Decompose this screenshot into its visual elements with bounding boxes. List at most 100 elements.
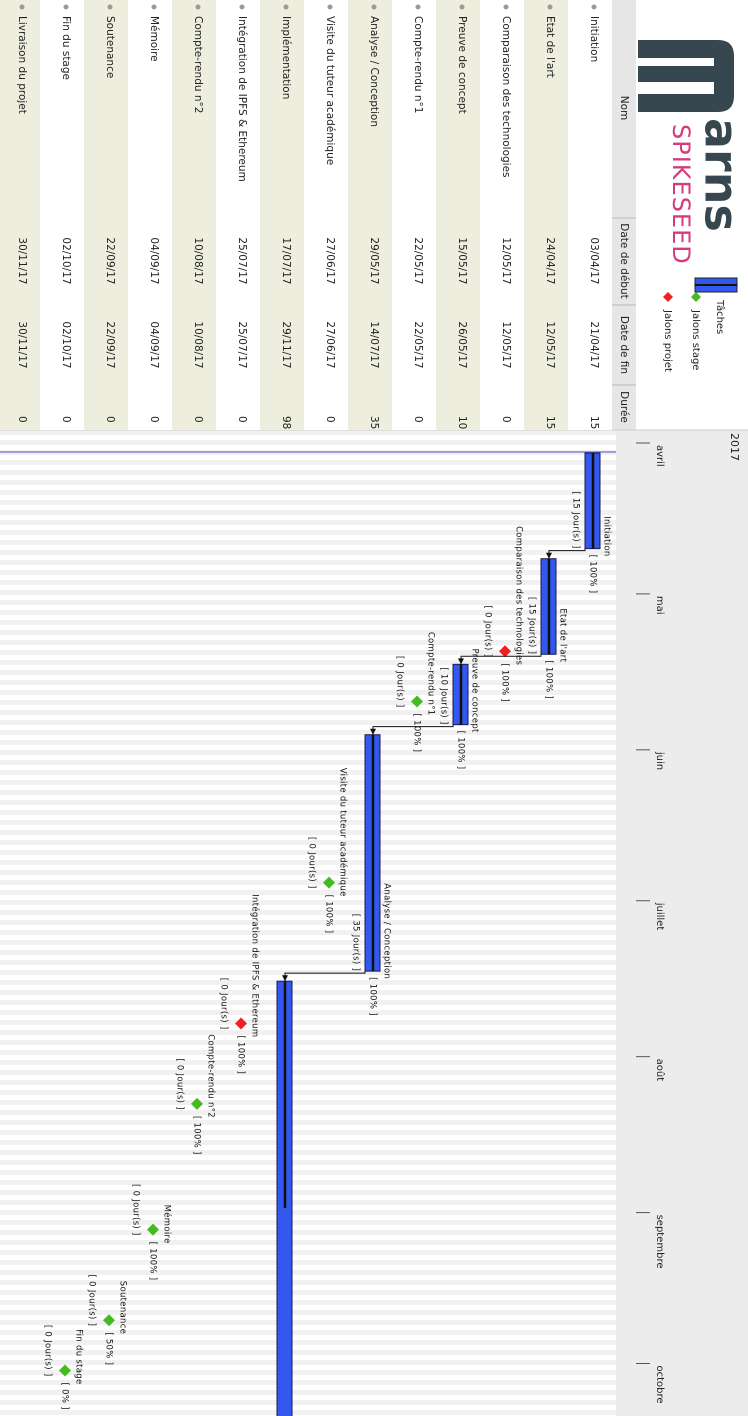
chart-task-label: Fin du stage [74,1329,84,1384]
task-name: Livraison du projet [16,16,28,114]
task-name: Preuve de concept [456,16,468,114]
chart-duration-label: [ 0 Jour(s) ] [483,606,493,658]
row-bg [128,0,172,430]
chart-progress-label: [ 0% ] [60,1383,70,1410]
chart-progress-label: [ 100% ] [456,731,466,770]
month-label: septembre [654,1215,665,1269]
month-label: juin [654,751,665,770]
start-date: 10/08/17 [192,237,204,284]
month-label: juillet [654,902,665,931]
chart-task-label: Visite du tuteur académique [338,768,349,897]
month-label: mai [654,596,665,615]
row-bg [348,0,392,430]
end-date: 30/11/17 [16,321,28,368]
row-bg [40,0,84,430]
end-date: 29/11/17 [280,321,292,368]
end-date: 12/05/17 [544,321,556,368]
chart-task-label: Preuve de concept [470,648,480,733]
task-name: Comparaison des technologies [500,16,512,178]
chart-duration-label: [ 0 Jour(s) ] [43,1325,53,1377]
duration: 0 [236,416,248,423]
task-name: Intégration de IPFS & Ethereum [236,16,248,182]
table-header-bg [612,0,636,430]
chart-task-label: Soutenance [118,1281,128,1334]
row-bullet [459,4,465,10]
duration: 15 [588,416,600,429]
row-bg [304,0,348,430]
duration: 35 [368,416,380,429]
legend-label: Tâches [714,299,726,334]
task-name: Soutenance [104,16,116,78]
duration: 0 [192,416,204,423]
end-date: 22/05/17 [412,321,424,368]
chart-duration-label: [ 0 Jour(s) ] [87,1275,97,1327]
task-name: Compte-rendu n°2 [192,16,204,113]
row-bg [392,0,436,430]
row-bg [260,0,304,430]
task-name: Visite du tuteur académique [324,16,336,165]
row-bg [524,0,568,430]
month-label: octobre [654,1365,665,1403]
chart-task-label: Intégration de IPFS & Ethereum [250,894,261,1037]
end-date: 02/10/17 [60,321,72,368]
arrowhead [458,658,464,665]
legend-label: Jalons stage [690,309,701,370]
milestone [59,1364,71,1377]
start-date: 04/09/17 [148,237,160,284]
row-bullet [195,4,201,10]
arrowhead [282,975,288,982]
row-bg [84,0,128,430]
chart-stripes [0,430,616,1416]
milestone [103,1314,115,1327]
task-name: Compte-rendu n°1 [412,16,424,113]
end-date: 21/04/17 [588,321,600,368]
chart-progress-label: [ 100% ] [500,663,510,702]
start-date: 27/06/17 [324,237,336,284]
year-label: 2017 [728,433,741,461]
row-bullet [371,4,377,10]
milestone [235,1017,247,1030]
legend-project-icon [663,292,673,302]
month-label: août [654,1059,666,1082]
row-bg [436,0,480,430]
duration: 98 [280,416,292,429]
row-bullet [239,4,245,10]
task-name: Fin du stage [60,16,72,80]
duration: 0 [500,416,512,423]
row-bullet [503,4,509,10]
start-date: 03/04/17 [588,237,600,284]
chart-duration-label: [ 0 Jour(s) ] [307,837,317,889]
duration: 0 [16,416,28,423]
chart-task-label: Analyse / Conception [382,883,392,979]
task-name: Mémoire [148,16,160,62]
chart-progress-label: [ 100% ] [544,660,554,699]
milestone [411,695,423,708]
logo: arns SPIKESEED [638,40,748,265]
column-header: Date de fin [618,316,630,374]
timeline-header-bg [616,430,748,1416]
start-date: 30/11/17 [16,237,28,284]
start-date: 22/09/17 [104,237,116,284]
row-bullet [151,4,157,10]
legend: Tâches Jalons stage Jalons projet [662,277,738,372]
duration: 0 [324,416,336,423]
end-date: 27/06/17 [324,321,336,368]
duration: 10 [456,416,468,429]
row-bg [480,0,524,430]
row-bullet [327,4,333,10]
row-bullet [591,4,597,10]
milestone [147,1223,159,1236]
row-bullet [19,4,25,10]
logo-word: arns [695,118,748,232]
duration: 15 [544,416,556,429]
chart-progress-label: [ 100% ] [368,977,378,1016]
arrowhead [546,552,552,559]
end-date: 04/09/17 [148,321,160,368]
start-date: 29/05/17 [368,237,380,284]
start-date: 24/04/17 [544,237,556,284]
task-name: Implémentation [280,16,292,99]
milestone [323,876,335,889]
start-date: 15/05/17 [456,237,468,284]
